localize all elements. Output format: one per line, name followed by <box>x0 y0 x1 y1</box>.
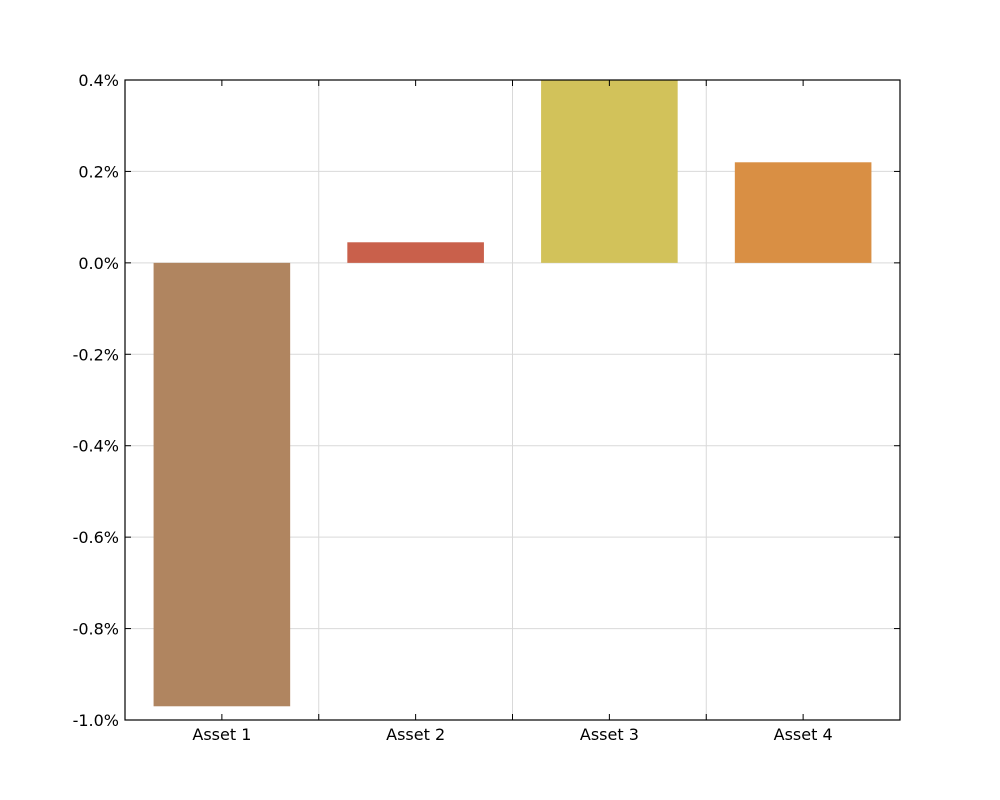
y-tick-label: -0.4% <box>73 437 119 456</box>
x-tick-label: Asset 4 <box>774 725 833 744</box>
y-tick-label: -0.2% <box>73 345 119 364</box>
y-tick-label: -1.0% <box>73 711 119 730</box>
x-tick-label: Asset 1 <box>192 725 251 744</box>
y-tick-label: 0.4% <box>78 71 119 90</box>
y-tick-label: 0.2% <box>78 162 119 181</box>
bar-asset-2 <box>347 242 484 263</box>
bar-asset-3 <box>541 80 678 263</box>
label-layer: -1.0% -0.8% -0.6% -0.4% -0.2% 0.0% 0.2% 0.4% Ass… <box>73 71 833 744</box>
x-tick-label: Asset 3 <box>580 725 639 744</box>
bar-layer <box>153 80 872 707</box>
bar-asset-4 <box>734 162 872 263</box>
bar-asset-1 <box>153 262 291 707</box>
y-tick-label: 0.0% <box>78 254 119 273</box>
y-tick-label: -0.8% <box>73 620 119 639</box>
tick-layer <box>125 79 900 721</box>
x-tick-label: Asset 2 <box>386 725 445 744</box>
y-tick-label: -0.6% <box>73 528 119 547</box>
